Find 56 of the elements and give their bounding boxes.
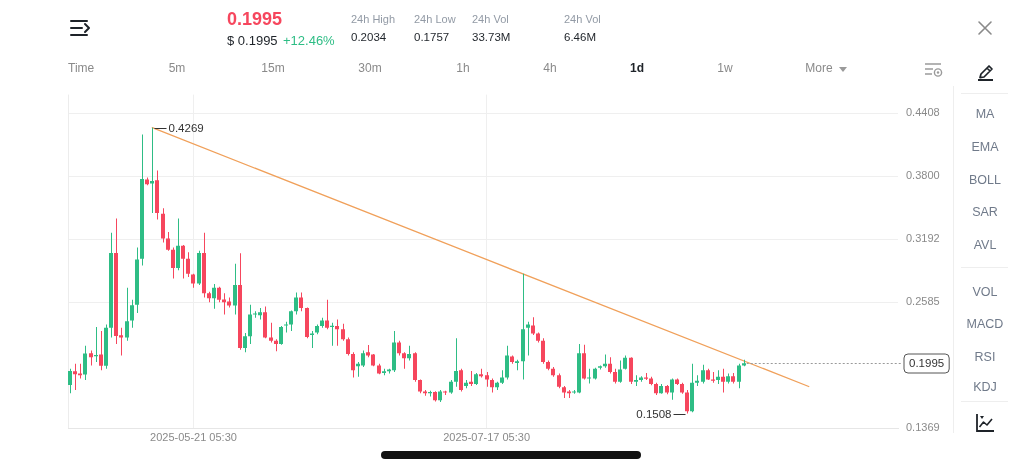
text: KDJ xyxy=(973,379,997,395)
text: 0.2034 xyxy=(351,31,387,45)
ref-line-label: 0.1995 xyxy=(908,357,945,370)
text: +12.46% xyxy=(283,32,335,49)
text: 24h Vol xyxy=(564,12,601,26)
y-tick-label: 0.4408 xyxy=(906,106,940,119)
text: 15m xyxy=(261,61,285,76)
x-tick-label: 2025-07-17 05:30 xyxy=(443,430,531,443)
text: 0.1995 xyxy=(227,8,283,30)
candlestick xyxy=(531,317,535,335)
text: RSI xyxy=(974,349,996,365)
text: 30m xyxy=(358,61,382,76)
text: SAR xyxy=(972,204,998,220)
candlestick xyxy=(634,375,638,386)
text: EMA xyxy=(971,139,999,155)
candlestick xyxy=(310,331,314,348)
candlestick xyxy=(382,368,386,376)
text: 5m xyxy=(168,61,186,76)
text: 1h xyxy=(456,61,470,76)
candlestick xyxy=(721,368,725,393)
candlestick xyxy=(325,299,329,330)
candlestick xyxy=(73,363,77,390)
text: MA xyxy=(975,106,995,122)
annotation: 0.4269 xyxy=(168,121,204,134)
candlestick xyxy=(526,321,530,356)
text: 33.73M xyxy=(472,31,511,45)
text: MACD xyxy=(966,316,1004,332)
candlestick xyxy=(284,321,288,333)
y-tick-label: 0.1369 xyxy=(906,421,940,434)
candlestick xyxy=(500,370,504,385)
y-tick-label: 0.2585 xyxy=(906,295,940,308)
text: Time xyxy=(68,61,95,76)
text: $ 0.1995 xyxy=(227,32,278,49)
text: AVL xyxy=(973,237,997,253)
candlestick xyxy=(335,319,339,346)
text: 1d xyxy=(629,61,645,76)
text: 0.1757 xyxy=(414,31,450,45)
candlestick xyxy=(711,371,715,383)
candlestick xyxy=(598,365,602,370)
text: More xyxy=(805,61,833,76)
candlestick xyxy=(150,127,154,214)
text: VOL xyxy=(972,284,998,300)
y-tick-label: 0.3800 xyxy=(906,169,940,182)
text: 24h Vol xyxy=(472,12,509,26)
x-tick-label: 2025-05-21 05:30 xyxy=(150,430,237,443)
text: 24h High xyxy=(351,12,396,26)
text: 4h xyxy=(543,61,557,76)
text: 1w xyxy=(717,61,733,76)
candlestick xyxy=(94,327,98,363)
text: 24h Low xyxy=(414,12,456,26)
candlestick xyxy=(330,322,334,346)
candlestick xyxy=(639,376,643,382)
text: 6.46M xyxy=(564,31,596,45)
text: BOLL xyxy=(969,172,1001,188)
annotation: 0.1508 xyxy=(636,407,672,420)
y-tick-label: 0.3192 xyxy=(906,232,940,245)
